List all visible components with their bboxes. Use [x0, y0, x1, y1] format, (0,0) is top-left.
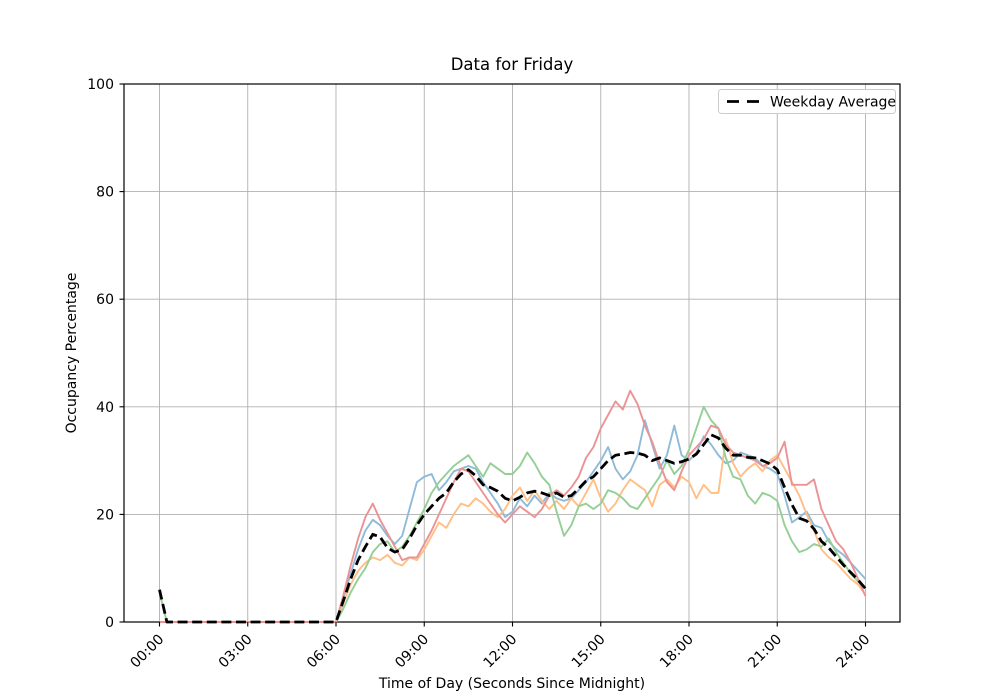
y-tick-label: 60 [96, 292, 114, 308]
legend-label: Weekday Average [770, 95, 896, 111]
legend: Weekday Average [718, 89, 896, 114]
chart-title: Data for Friday [451, 55, 574, 74]
y-tick-label: 40 [96, 400, 114, 416]
y-tick-label: 80 [96, 185, 114, 201]
y-tick-label: 100 [87, 77, 114, 93]
series-layer [158, 389, 867, 624]
y-tick-label: 0 [105, 615, 114, 631]
x-axis-label: Time of Day (Seconds Since Midnight) [378, 676, 645, 692]
series-line-weekday-average [158, 433, 867, 624]
y-tick-label: 20 [96, 507, 114, 523]
y-axis-label: Occupancy Percentage [64, 273, 80, 434]
legend-box [718, 89, 896, 114]
